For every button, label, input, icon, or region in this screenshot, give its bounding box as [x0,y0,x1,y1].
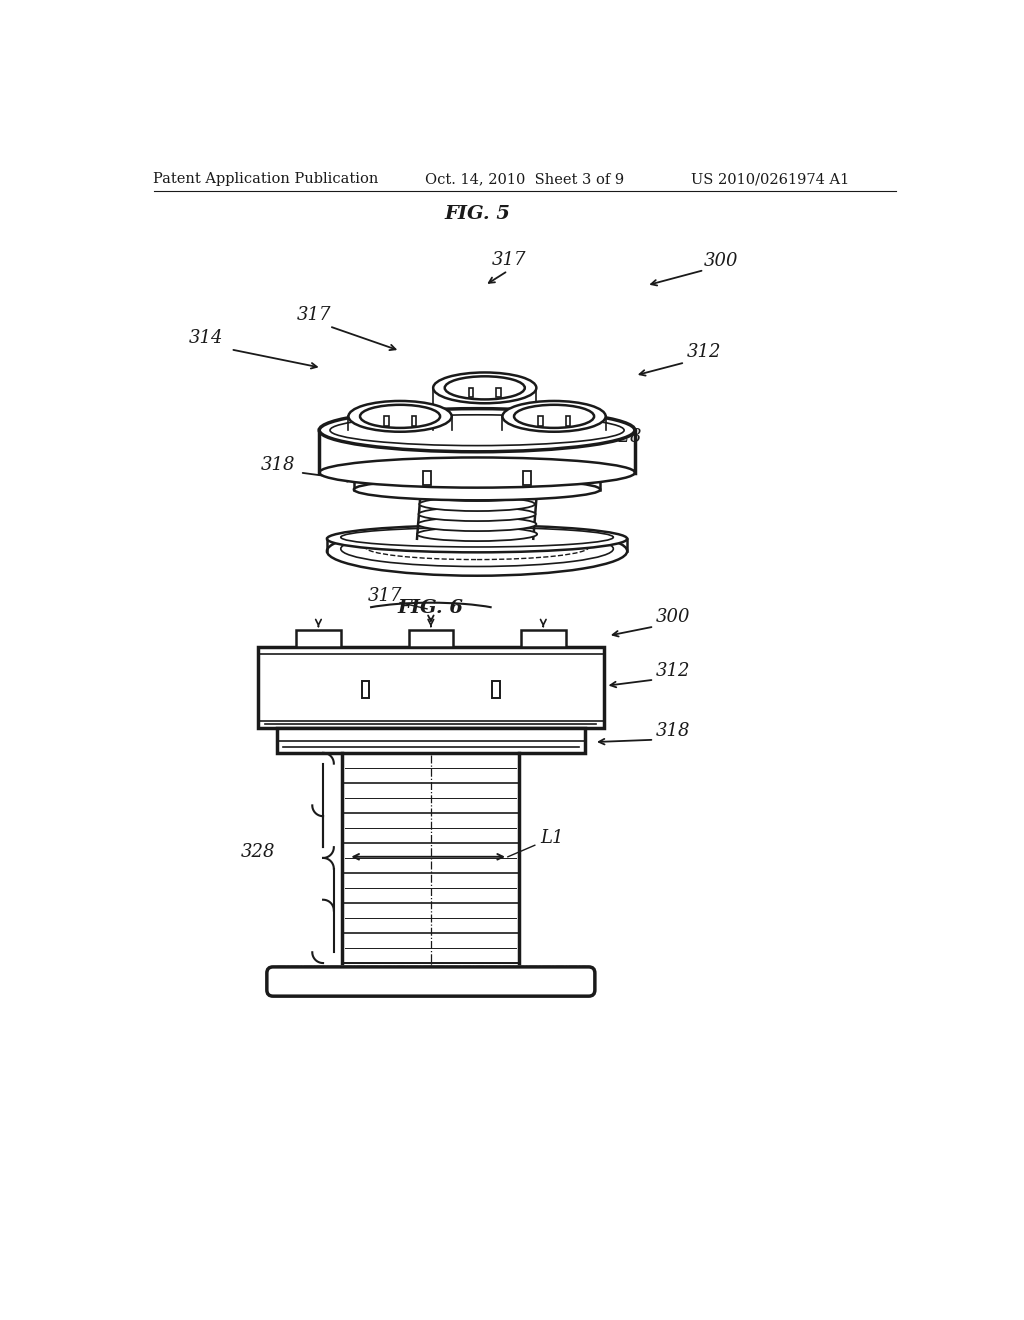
Ellipse shape [417,527,538,541]
Ellipse shape [319,458,635,487]
Ellipse shape [444,376,524,400]
Ellipse shape [341,531,613,566]
Text: 300: 300 [655,609,690,626]
Text: 318: 318 [655,722,690,741]
Bar [258,647,604,729]
Bar [384,416,388,425]
Text: 328: 328 [241,842,274,861]
Bar [409,630,454,647]
Text: Patent Application Publication: Patent Application Publication [153,172,378,186]
Ellipse shape [354,479,600,500]
Text: FIG. 6: FIG. 6 [398,599,464,616]
Text: 300: 300 [705,252,738,271]
Text: 312: 312 [686,343,721,362]
Ellipse shape [364,462,591,483]
Ellipse shape [419,498,535,511]
Bar [523,471,531,484]
Ellipse shape [341,528,613,546]
Ellipse shape [319,409,635,451]
Text: US 2010/0261974 A1: US 2010/0261974 A1 [690,172,849,186]
Bar [412,416,416,425]
Text: L1: L1 [541,829,563,847]
Bar [276,729,585,752]
Text: 317: 317 [297,306,331,325]
Ellipse shape [514,405,594,428]
Text: 318: 318 [261,457,296,474]
Bar [423,471,431,484]
Bar [538,416,543,425]
Ellipse shape [330,414,625,446]
Ellipse shape [366,535,589,560]
Text: 317: 317 [493,251,526,269]
Ellipse shape [419,507,536,521]
Bar [521,630,565,647]
Ellipse shape [503,401,605,432]
Bar [497,388,501,397]
Ellipse shape [420,487,535,502]
Ellipse shape [433,372,537,404]
Bar [565,416,570,425]
Bar [493,681,500,698]
Text: 314: 314 [188,329,223,347]
Ellipse shape [354,459,600,487]
Bar [361,681,370,698]
Ellipse shape [348,401,452,432]
Text: 317: 317 [368,587,401,605]
Ellipse shape [360,405,440,428]
Text: 312: 312 [655,661,690,680]
Text: FIG. 5: FIG. 5 [444,205,510,223]
Ellipse shape [327,527,628,576]
Text: 328: 328 [608,428,642,446]
Ellipse shape [327,525,628,552]
Text: Oct. 14, 2010  Sheet 3 of 9: Oct. 14, 2010 Sheet 3 of 9 [425,172,625,186]
FancyBboxPatch shape [267,966,595,997]
Bar [469,388,473,397]
Ellipse shape [418,517,537,531]
Ellipse shape [356,465,598,487]
Bar [296,630,341,647]
